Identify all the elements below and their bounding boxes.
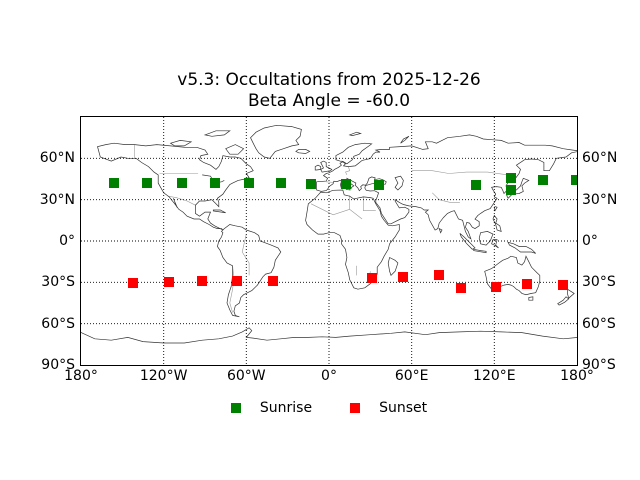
coastline [172, 198, 178, 209]
marker-sunset [197, 276, 207, 286]
coastline [81, 327, 577, 344]
lat-tick-right: 30°S [582, 274, 616, 291]
coastline [305, 189, 400, 290]
lat-tick-left: 0° [59, 233, 75, 249]
country-border-line [229, 265, 235, 313]
coastline [203, 130, 231, 137]
marker-sunrise [506, 173, 516, 183]
marker-sunrise [276, 178, 286, 188]
legend-label-sunset: Sunset [379, 400, 428, 416]
coastline [314, 164, 322, 171]
world-map-background [81, 117, 577, 365]
lat-tick-right: 60°N [582, 150, 618, 167]
sunrise-square-icon [230, 403, 241, 413]
marker-sunset [128, 278, 138, 288]
lon-tick-bottom: 180° [64, 368, 98, 384]
coastline [387, 256, 399, 277]
marker-sunset [367, 273, 377, 283]
marker-sunrise [538, 175, 548, 185]
coastline [567, 288, 575, 299]
marker-sunrise [306, 179, 316, 189]
marker-sunset [268, 276, 278, 286]
lat-tick-right: 0° [582, 233, 598, 249]
lat-tick-right: 30°N [582, 191, 618, 208]
lat-tick-right: 60°S [582, 315, 616, 332]
country-border-line [167, 195, 196, 206]
marker-sunrise [210, 178, 220, 188]
coastline [459, 233, 476, 250]
coastline [528, 296, 534, 301]
marker-sunset [522, 279, 532, 289]
coastline [491, 239, 499, 249]
coastline [212, 209, 226, 214]
plot-title: v5.3: Occultations from 2025-12-26 Beta … [81, 70, 577, 112]
country-border-line [349, 195, 363, 220]
coastline [217, 224, 282, 318]
coastline [97, 142, 254, 231]
marker-sunrise [177, 178, 187, 188]
marker-sunrise [506, 185, 516, 195]
country-border-line [345, 166, 351, 176]
marker-sunset [456, 283, 466, 293]
lon-tick-bottom: 60°W [226, 368, 266, 384]
coastline [557, 296, 570, 306]
coastline [400, 135, 410, 144]
coastline [169, 140, 193, 147]
country-border-line [326, 181, 334, 183]
lat-tick-left: 60°S [41, 315, 75, 332]
legend-item-sunrise: Sunrise [230, 399, 313, 417]
coastline [492, 214, 502, 232]
coastline [295, 149, 311, 154]
coastline [478, 231, 494, 246]
coastline [316, 134, 577, 240]
marker-sunrise [244, 178, 254, 188]
lon-tick-bottom: 120°W [139, 368, 188, 384]
marker-sunset [558, 280, 568, 290]
marker-sunset [164, 277, 174, 287]
sunset-square-icon [350, 403, 361, 413]
world-map-plot [80, 116, 578, 366]
coastline [506, 177, 530, 199]
lat-tick-left: 90°S [41, 357, 75, 373]
country-border-line [432, 192, 460, 203]
country-border-line [363, 196, 376, 211]
lon-tick-bottom: 0° [321, 368, 337, 384]
marker-sunset [491, 282, 501, 292]
country-border-line [411, 170, 509, 176]
legend-label-sunrise: Sunrise [259, 400, 313, 416]
marker-sunrise [109, 178, 119, 188]
marker-sunrise [571, 175, 577, 185]
coastline [473, 248, 487, 254]
title-line-2: Beta Angle = -60.0 [247, 91, 411, 111]
marker-sunrise [471, 180, 481, 190]
coastline [335, 142, 373, 165]
lat-tick-left: 30°S [41, 274, 75, 291]
country-border-line [241, 234, 250, 276]
marker-sunset [434, 270, 444, 280]
lat-tick-right: 90°S [582, 357, 616, 373]
coastline [438, 227, 443, 234]
marker-sunrise [341, 179, 351, 189]
coastline [320, 160, 333, 173]
marker-sunset [398, 272, 408, 282]
country-border-line [310, 203, 350, 216]
lat-tick-left: 60°N [39, 150, 75, 167]
legend-item-sunset: Sunset [350, 399, 427, 417]
lon-tick-bottom: 60°E [394, 368, 429, 384]
coastline [507, 241, 536, 254]
coastline [394, 175, 404, 191]
lat-tick-left: 30°N [39, 191, 75, 208]
coastline [225, 144, 245, 155]
coastline [250, 124, 302, 159]
title-line-1: v5.3: Occultations from 2025-12-26 [177, 70, 481, 90]
marker-sunrise [374, 180, 384, 190]
lon-tick-bottom: 120°E [473, 368, 516, 384]
coastline [484, 255, 541, 296]
marker-sunset [232, 276, 242, 286]
coastline [348, 131, 362, 136]
marker-sunrise [142, 178, 152, 188]
lon-tick-bottom: 180° [560, 368, 594, 384]
legend: Sunrise Sunset [81, 399, 577, 417]
